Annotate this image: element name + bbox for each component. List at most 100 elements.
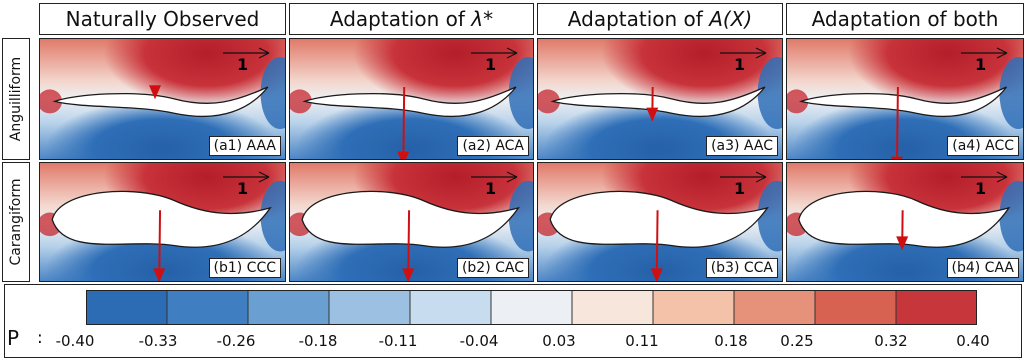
scale-arrow-head [755,47,767,59]
force-arrow-head [896,236,909,251]
colorbar-title-separator: : [37,328,43,348]
row-header-anguilliform: Anguilliform [2,38,30,160]
colorbar-segment [896,290,977,325]
column-header-text: Adaptation of [329,7,472,31]
colorbar-segment [815,290,897,325]
force-arrow-head [149,85,162,100]
colorbar-tick-label: 0.18 [714,332,748,350]
pressure-field: 1 [538,163,782,281]
column-header-adaptation-both: Adaptation of both [786,3,1024,35]
fish-body [302,86,517,118]
panel-b1: 1 (b1) CCC [39,162,286,282]
fish-body [550,86,766,118]
colorbar [86,290,977,325]
colorbar-tick-label: 0.32 [874,332,908,350]
panel-label: (a3) AAC [706,136,778,156]
stagnation-point [40,89,63,114]
scale-label: 1 [237,55,248,74]
panel-b3: 1 (b3) CCA [537,162,783,282]
panel-b4: 1 (b4) CAA [786,162,1024,282]
tail-vortex [508,180,533,252]
scale-label: 1 [975,179,986,198]
high-pressure-region [601,39,782,108]
force-arrow-head [153,268,166,281]
force-arrow-head [646,107,659,122]
fish-body [52,86,269,118]
tail-vortex [508,57,533,129]
scale-arrow-head [755,171,767,183]
pressure-field: 1 [787,163,1023,281]
colorbar-tick-label: -0.33 [138,332,178,350]
tail-vortex [260,180,285,252]
scale-arrow-head [996,47,1008,59]
colorbar-segment [734,290,816,325]
tail-vortex [757,180,782,252]
colorbar-segment [167,290,249,325]
panel-label: (a1) AAA [208,136,281,156]
colorbar-segment [86,290,168,325]
row-header-text: Carangiform [8,178,24,266]
colorbar-segment [248,290,330,325]
high-pressure-region [848,39,1023,108]
stagnation-point [538,89,560,114]
scale-label: 1 [485,179,496,198]
colorbar-border [86,290,977,325]
panel-a4: 1 (a4) ACC [786,38,1024,160]
colorbar-segment [491,290,573,325]
column-header-naturally-observed: Naturally Observed [39,3,286,35]
tail-vortex [999,57,1023,129]
pressure-field: 1 [787,39,1023,159]
scale-arrow-head [506,47,518,59]
panel-label: (b1) CCC [208,258,281,278]
colorbar-tick-label: 0.03 [542,332,576,350]
fish-body [51,190,272,248]
stagnation-point [787,89,809,114]
scale-arrow-head [258,47,270,59]
scale-arrow-head [258,171,270,183]
panel-b2: 1 (b2) CAC [289,162,534,282]
scale-label: 1 [734,55,745,74]
column-header-text: Adaptation of both [811,7,999,31]
colorbar-tick-label: -0.40 [55,332,95,350]
colorbar-tick-label: 0.40 [956,332,990,350]
panel-a1: 1 (a1) AAA [39,38,286,160]
column-header-text: Naturally Observed [65,7,260,31]
high-pressure-region [353,39,533,108]
force-arrow-head [890,156,903,159]
force-arrow-head [650,268,663,281]
tail-vortex [260,57,285,129]
force-arrow-head [397,151,410,159]
colorbar-tick-label: 0.11 [625,332,659,350]
colorbar-tick-label: -0.26 [216,332,256,350]
scale-label: 1 [734,179,745,198]
scale-arrow-head [996,171,1008,183]
force-arrow [896,86,899,159]
force-arrow [402,86,406,159]
fish-body [798,190,1011,248]
column-header-text: Adaptation of [567,7,710,31]
fish-body [799,86,1007,118]
scale-label: 1 [237,179,248,198]
colorbar-tick-label: -0.04 [459,332,499,350]
colorbar-segment [329,290,411,325]
panel-label: (b2) CAC [456,258,529,278]
panel-label: (b3) CCA [705,258,778,278]
colorbar-tick-label: -0.18 [298,332,338,350]
colorbar-tick-label: -0.11 [378,332,418,350]
stagnation-point [290,89,312,114]
panel-label: (a4) ACC [947,136,1019,156]
tail-vortex [999,180,1023,252]
colorbar-title: P [7,326,20,350]
panel-a3: 1 (a3) AAC [537,38,783,160]
column-header-adaptation-ax: Adaptation of A(X) [537,3,783,35]
panel-label: (b4) CAA [946,258,1019,278]
column-header-math: λ* [471,7,494,31]
high-pressure-region [103,39,285,108]
colorbar-segment [410,290,492,325]
scale-label: 1 [485,55,496,74]
scale-arrow-head [506,171,518,183]
scale-label: 1 [975,55,986,74]
panel-a2: 1 (a2) ACA [289,38,534,160]
panel-label: (a2) ACA [457,136,529,156]
